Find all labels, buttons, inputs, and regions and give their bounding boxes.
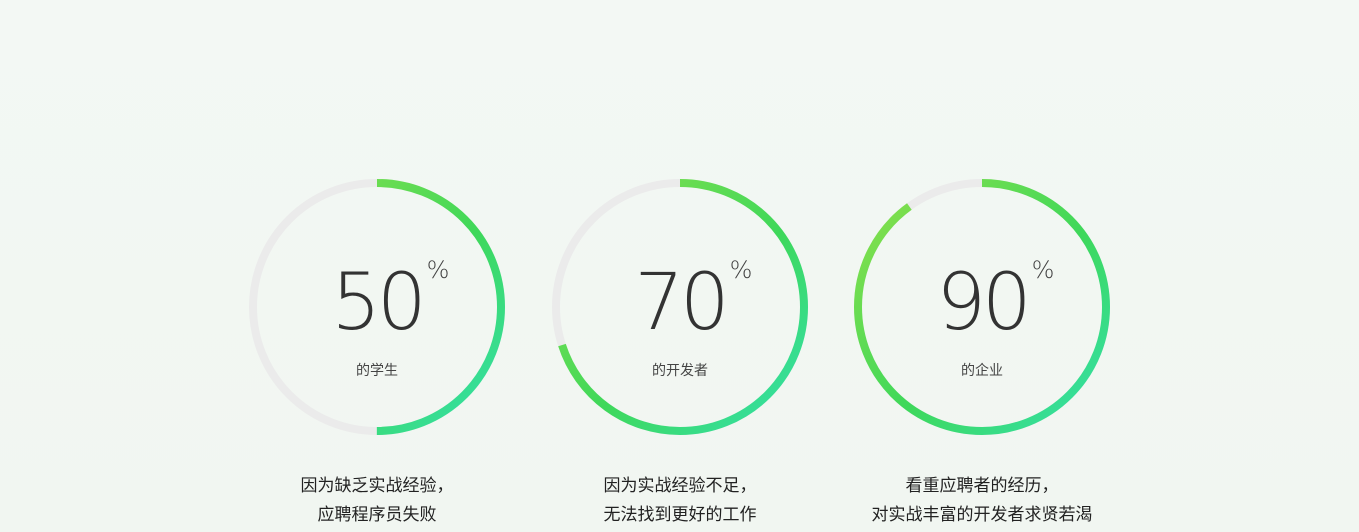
ring-progress-arc bbox=[552, 179, 808, 435]
progress-ring-svg bbox=[249, 179, 505, 435]
description-line-2: 对实战丰富的开发者求贤若渴 bbox=[871, 505, 1093, 525]
progress-ring bbox=[551, 178, 809, 436]
stat-number: 50 bbox=[331, 258, 426, 348]
percent-sign: % bbox=[729, 256, 753, 284]
stat-subject: 的学生 bbox=[356, 363, 398, 379]
stat-card-students: 50% 的学生 因为缺乏实战经验， 应聘程序员失败 bbox=[248, 178, 506, 532]
stat-value: 70% bbox=[551, 258, 809, 348]
stat-value: 90% bbox=[853, 258, 1111, 348]
percent-sign: % bbox=[426, 256, 450, 284]
stat-subject: 的企业 bbox=[961, 363, 1003, 379]
stat-number: 70 bbox=[634, 258, 729, 348]
progress-ring bbox=[248, 178, 506, 436]
description-line-1: 看重应聘者的经历， bbox=[905, 476, 1059, 496]
stat-number: 90 bbox=[936, 258, 1031, 348]
stat-subject: 的开发者 bbox=[652, 363, 708, 379]
ring-progress-arc bbox=[249, 179, 505, 435]
progress-ring-svg bbox=[854, 179, 1110, 435]
description-line-2: 无法找到更好的工作 bbox=[603, 505, 757, 525]
ring-progress-arc bbox=[854, 179, 1110, 435]
stat-description: 因为实战经验不足， 无法找到更好的工作 bbox=[511, 472, 849, 530]
stat-card-companies: 90% 的企业 看重应聘者的经历， 对实战丰富的开发者求贤若渴 bbox=[853, 178, 1111, 532]
description-line-2: 应聘程序员失败 bbox=[317, 505, 437, 525]
stat-description: 看重应聘者的经历， 对实战丰富的开发者求贤若渴 bbox=[813, 472, 1151, 530]
description-line-1: 因为实战经验不足， bbox=[603, 476, 757, 496]
percent-sign: % bbox=[1031, 256, 1055, 284]
stat-description: 因为缺乏实战经验， 应聘程序员失败 bbox=[208, 472, 546, 530]
progress-ring-svg bbox=[552, 179, 808, 435]
progress-ring bbox=[853, 178, 1111, 436]
stat-value: 50% bbox=[248, 258, 506, 348]
stat-card-developers: 70% 的开发者 因为实战经验不足， 无法找到更好的工作 bbox=[551, 178, 809, 532]
description-line-1: 因为缺乏实战经验， bbox=[300, 476, 454, 496]
